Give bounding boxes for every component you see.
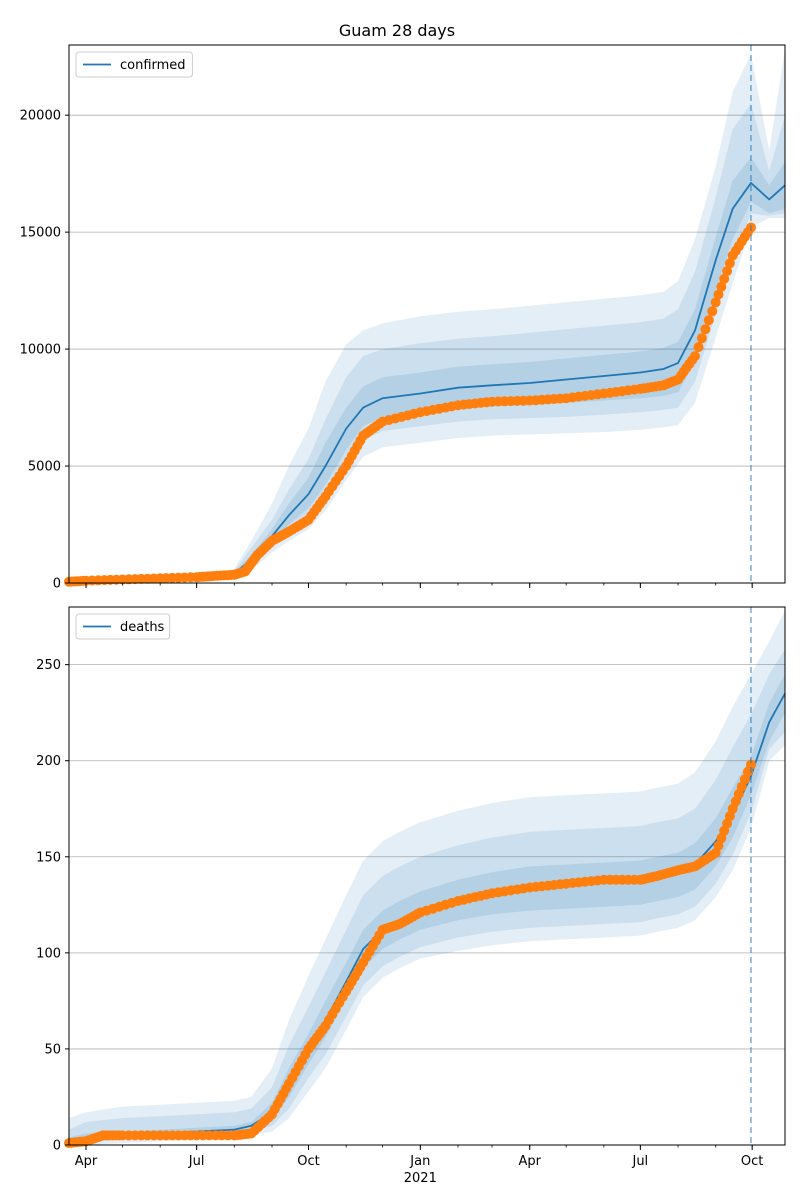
legend: deaths bbox=[75, 613, 171, 640]
observed-point bbox=[724, 258, 735, 269]
observed-point bbox=[710, 297, 721, 308]
confirmed-panel: 0 5000 10000 15000 20000 confirmed bbox=[20, 44, 786, 592]
observed-point bbox=[696, 333, 707, 344]
axes-frame bbox=[68, 606, 786, 1146]
observed-point bbox=[700, 324, 711, 335]
chart-title: Guam 28 days bbox=[339, 21, 455, 40]
x-tick-label: Jan bbox=[409, 1154, 430, 1169]
y-tick-label: 5000 bbox=[28, 460, 61, 475]
y-tick-label: 200 bbox=[36, 754, 61, 769]
legend-box bbox=[75, 613, 171, 640]
x-tick-label: Apr bbox=[75, 1154, 98, 1169]
x-tick-label: Jul bbox=[188, 1154, 205, 1169]
x-tick-label: Jul bbox=[631, 1154, 648, 1169]
y-tick-label: 10000 bbox=[20, 343, 61, 358]
legend-label: confirmed bbox=[120, 58, 186, 73]
y-tick-label: 100 bbox=[36, 946, 61, 961]
observed-point bbox=[713, 289, 724, 300]
axes-frame bbox=[68, 44, 786, 584]
uncertainty-band bbox=[69, 157, 785, 583]
uncertainty-band bbox=[69, 610, 785, 1145]
uncertainty-band bbox=[69, 49, 785, 583]
x-tick-label: Oct bbox=[297, 1154, 319, 1169]
y-tick-label: 20000 bbox=[20, 109, 61, 124]
uncertainty-band bbox=[69, 649, 785, 1145]
observed-point bbox=[746, 759, 756, 770]
deaths-panel: 0 50 100 150 200 250 Apr Jul Oct Jan Apr Jul Oct 2021… bbox=[36, 606, 786, 1186]
observed-point bbox=[722, 266, 733, 277]
y-tick-label: 15000 bbox=[20, 226, 61, 241]
observed-point bbox=[703, 315, 714, 326]
observed-point bbox=[693, 342, 704, 353]
y-tick-label: 250 bbox=[36, 658, 61, 673]
observed-point bbox=[690, 351, 700, 362]
observed-point bbox=[707, 306, 718, 317]
observed-point bbox=[716, 281, 727, 292]
y-tick-label: 0 bbox=[53, 1139, 61, 1154]
legend: confirmed bbox=[75, 51, 193, 78]
x-year-label: 2021 bbox=[404, 1171, 437, 1186]
legend-label: deaths bbox=[120, 620, 165, 635]
observed-point bbox=[719, 273, 730, 284]
uncertainty-band bbox=[69, 103, 785, 583]
legend-box bbox=[75, 51, 193, 78]
y-tick-label: 150 bbox=[36, 850, 61, 865]
y-tick-label: 50 bbox=[44, 1042, 61, 1057]
x-tick-label: Apr bbox=[518, 1154, 541, 1169]
y-tick-label: 0 bbox=[53, 577, 61, 592]
x-tick-label: Oct bbox=[741, 1154, 763, 1169]
